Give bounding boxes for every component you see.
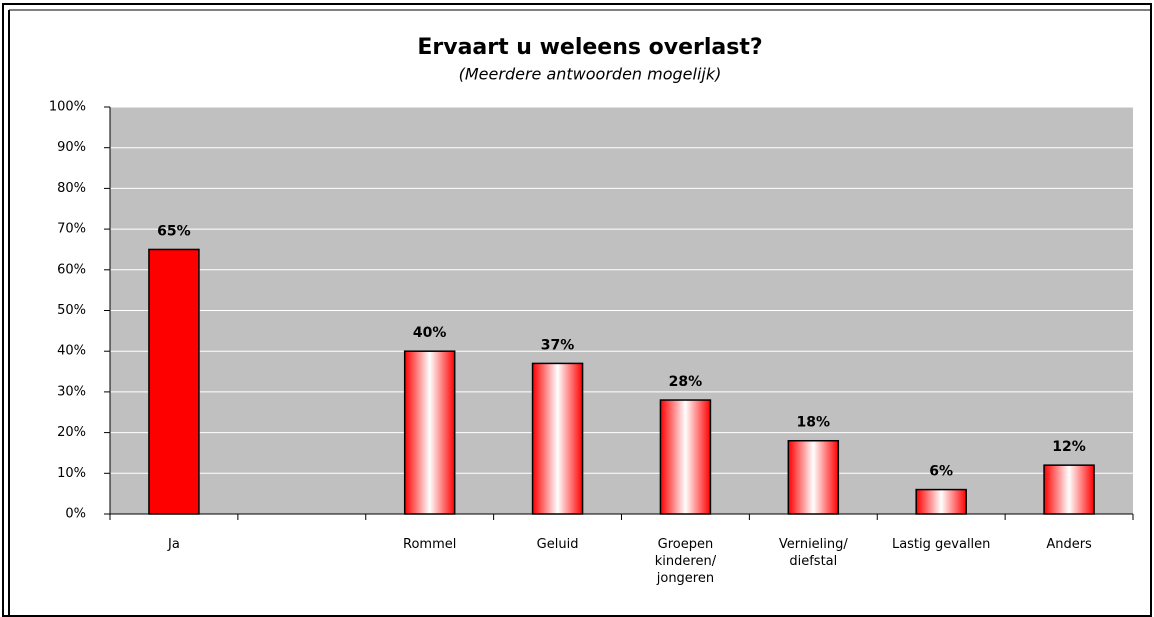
y-tick-label: 80% <box>57 181 86 196</box>
y-tick-label: 50% <box>57 303 86 318</box>
bar <box>787 439 840 515</box>
data-label: 6% <box>929 464 953 480</box>
frame <box>2 3 1152 617</box>
chart-title: Ervaart u weleens overlast? <box>417 35 762 60</box>
x-tick-label: Vernieling/ diefstal <box>778 537 848 569</box>
x-tick-label: Geluid <box>536 537 579 552</box>
chart-subtitle: (Meerdere antwoorden mogelijk) <box>459 65 722 84</box>
y-tick-label: 30% <box>57 384 86 399</box>
data-label: 65% <box>157 223 191 239</box>
y-tick-label: 40% <box>57 344 86 359</box>
y-tick-label: 20% <box>57 425 86 440</box>
data-label: 37% <box>541 337 575 353</box>
data-label: 12% <box>1052 439 1086 455</box>
data-label: 28% <box>669 374 703 390</box>
y-tick-label: 100% <box>49 100 86 115</box>
bar <box>915 488 967 515</box>
y-tick-label: 10% <box>57 466 86 481</box>
x-tick-label: Rommel <box>403 537 457 552</box>
x-tick-label: Groepen kinderen/ jongeren <box>654 537 717 586</box>
data-label: 40% <box>413 325 447 341</box>
y-tick-label: 60% <box>57 262 86 277</box>
y-tick-label: 0% <box>65 507 86 522</box>
data-label: 18% <box>797 415 831 431</box>
bar <box>403 350 456 515</box>
bar <box>659 399 712 515</box>
x-tick-label: Lastig gevallen <box>891 537 991 552</box>
y-tick-label: 70% <box>57 222 86 237</box>
bar <box>148 248 200 515</box>
bar <box>1043 464 1095 515</box>
x-tick-label: Anders <box>1046 537 1092 552</box>
y-tick-label: 90% <box>57 140 86 155</box>
bar <box>531 362 584 515</box>
x-tick-label: Ja <box>168 537 180 552</box>
